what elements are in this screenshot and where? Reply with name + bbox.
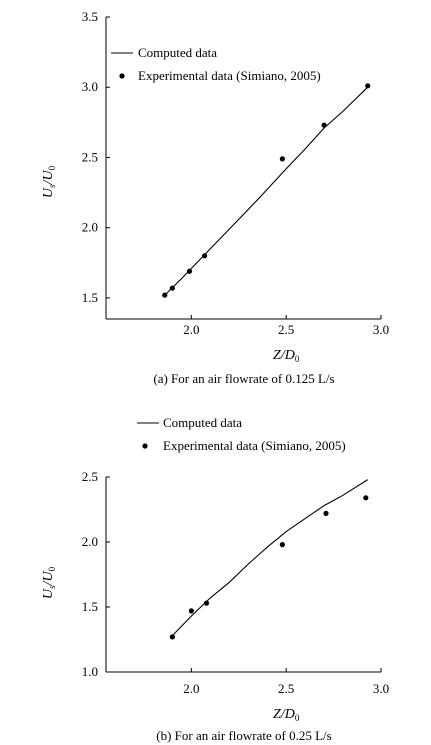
experimental-data-point bbox=[279, 542, 285, 548]
x-tick-label: 3.0 bbox=[373, 322, 389, 337]
y-tick-label: 2.5 bbox=[82, 149, 98, 164]
legend-label-computed: Computed data bbox=[163, 415, 242, 430]
x-tick-label: 2.5 bbox=[278, 681, 294, 696]
x-axis-label-part: / bbox=[280, 707, 286, 722]
experimental-data-point bbox=[323, 510, 329, 516]
y-axis-label-part: U bbox=[41, 571, 56, 582]
legend-label-computed: Computed data bbox=[138, 45, 217, 60]
computed-data-line bbox=[172, 479, 368, 636]
experimental-data-point bbox=[188, 608, 194, 614]
y-axis-label: Us/U0 bbox=[41, 566, 57, 599]
y-axis-label-part: U bbox=[41, 170, 56, 181]
y-axis-label-part: / bbox=[41, 179, 56, 185]
experimental-data-point bbox=[169, 285, 175, 291]
y-tick-label: 1.5 bbox=[82, 599, 98, 614]
x-axis-label-part: / bbox=[280, 348, 286, 363]
y-axis-label-part: 0 bbox=[47, 566, 57, 571]
computed-data-line bbox=[164, 86, 369, 296]
experimental-data-point bbox=[365, 83, 371, 89]
x-axis-label: Z/D0 bbox=[273, 348, 300, 364]
chart-panel-a: 1.52.02.53.03.52.0 2.5 3.0Z/D0Us/U0Compute… bbox=[41, 9, 389, 386]
x-tick-label: 2.0 bbox=[183, 322, 199, 337]
y-tick-label: 3.5 bbox=[82, 9, 98, 24]
y-axis-label-part: s bbox=[47, 184, 57, 188]
legend: Computed data Experimental data (Simiano,… bbox=[111, 45, 321, 83]
y-tick-label: 1.5 bbox=[82, 290, 98, 305]
y-axis-label-part: U bbox=[41, 187, 56, 198]
experimental-data-point bbox=[186, 268, 193, 274]
legend-label-experimental: Experimental data (Simiano, 2005) bbox=[138, 68, 321, 83]
chart-caption: (b) For an air flowrate of 0.25 L/s bbox=[156, 728, 331, 743]
y-axis-label-part: 0 bbox=[47, 165, 57, 170]
experimental-data-point bbox=[321, 122, 327, 128]
x-axis-label-part: Z bbox=[273, 707, 281, 722]
legend-dot-swatch bbox=[119, 73, 125, 79]
x-tick-label: 3.0 bbox=[373, 681, 389, 696]
y-axis-label-part: / bbox=[41, 580, 56, 586]
y-tick-label: 1.0 bbox=[82, 664, 98, 679]
experimental-data-point bbox=[279, 156, 285, 162]
y-tick-label: 2.0 bbox=[82, 220, 98, 235]
x-tick-label: 2.5 bbox=[278, 322, 294, 337]
y-axis-label: Us/U0 bbox=[41, 165, 57, 198]
x-axis-label-part: 0 bbox=[295, 354, 300, 364]
experimental-data-point bbox=[169, 634, 175, 640]
y-tick-label: 3.0 bbox=[82, 79, 98, 94]
x-axis-label-part: D bbox=[284, 707, 295, 722]
y-axis-label-part: s bbox=[47, 585, 57, 589]
chart-caption: (a) For an air flowrate of 0.125 L/s bbox=[153, 371, 334, 386]
y-axis-label-part: U bbox=[41, 588, 56, 599]
y-tick-label: 2.5 bbox=[82, 469, 98, 484]
experimental-data-point bbox=[363, 495, 369, 501]
x-axis-label: Z/D0 bbox=[273, 707, 300, 723]
x-tick-label: 2.0 bbox=[183, 681, 199, 696]
experimental-data-point bbox=[162, 292, 168, 298]
x-axis-label-part: Z bbox=[273, 348, 281, 363]
experimental-data-point bbox=[203, 600, 210, 606]
x-axis-label-part: 0 bbox=[295, 713, 300, 723]
y-tick-label: 2.0 bbox=[82, 534, 98, 549]
x-axis-label-part: D bbox=[284, 348, 295, 363]
legend-dot-swatch bbox=[142, 443, 148, 449]
legend-label-experimental: Experimental data (Simiano, 2005) bbox=[163, 438, 346, 453]
legend: Computed data Experimental data (Simiano,… bbox=[137, 415, 346, 453]
experimental-data-point bbox=[202, 253, 208, 259]
